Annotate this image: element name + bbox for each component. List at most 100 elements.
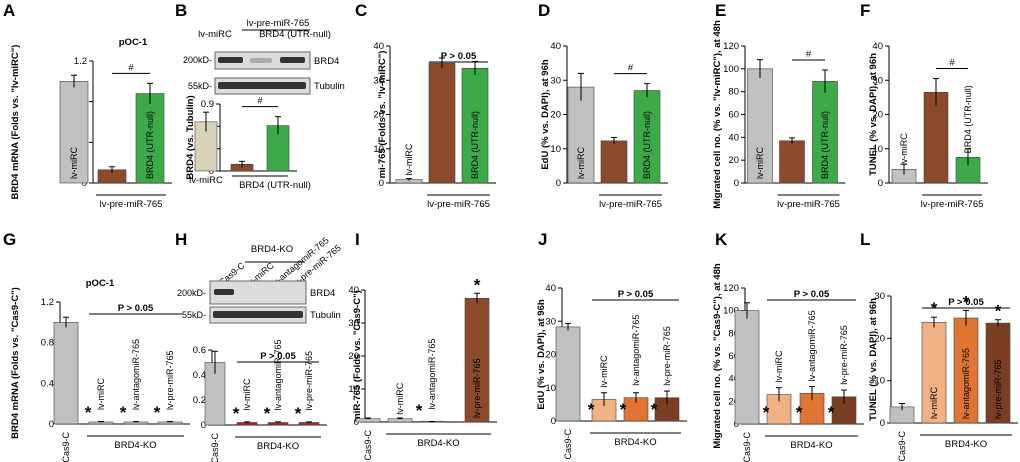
y-tick-label: 20 <box>728 155 739 166</box>
stats-text: P > 0.05 <box>794 289 830 300</box>
y-tick-label: 0 <box>209 166 214 177</box>
significance-star: * <box>295 404 302 423</box>
bar-label: lv-miRC <box>929 387 939 419</box>
sig-label: # <box>949 58 955 69</box>
y-axis-title: BRD4 mRNA (Folds vs. "Cas9-C") <box>10 287 21 439</box>
bar-Cas9-C <box>555 326 581 422</box>
bar-label: lv-antagomiR-765 <box>427 339 437 410</box>
blot-marker: 200kD- <box>177 288 206 298</box>
y-axis-title: TUNEL (% vs. DAPI), at 96h <box>868 298 879 421</box>
group-label: lv-pre-miR-765 <box>777 199 840 210</box>
bar-label: lv-miRC <box>755 147 765 179</box>
bar-label: lv-pre-miR-765 <box>472 358 482 418</box>
x-label: BRD4 (UTR-null) <box>239 180 311 191</box>
blot-band <box>250 58 272 63</box>
y-tick-label: 0 <box>82 178 87 189</box>
y-tick-label: 0.6 <box>193 345 206 356</box>
significance-star: * <box>651 400 658 419</box>
bar-Cas9-C <box>734 310 760 425</box>
bar-lv-miRC <box>59 81 89 184</box>
y-axis-title: EdU (% vs. DAPI), at 96h <box>540 59 551 170</box>
bar-label: lv-pre-miR-765 <box>662 326 672 386</box>
panel-D: D 0 10 20 30 40 EdU (% vs. DAPI), at 96h lv-miR… <box>538 1 668 210</box>
bar-Cas9-C <box>53 322 79 425</box>
sig-label: # <box>628 63 634 74</box>
bar-label: lv-antagomiR-765 <box>631 315 641 386</box>
bar-label: lv-miRC <box>69 147 79 179</box>
y-axis-title: miR-765 (Folds vs. "Cas9-C") <box>352 290 363 422</box>
significance-star: * <box>588 400 595 419</box>
panel-label-C: C <box>355 1 367 20</box>
group-label: lv-pre-miR-765 <box>921 199 984 210</box>
x-label-cas9: Cas9-C <box>742 432 752 462</box>
y-tick-label: 40 <box>545 283 556 294</box>
bar-label: lv-miRC <box>96 377 106 409</box>
bar-label: lv-miRC <box>395 382 405 414</box>
y-tick-label: 0 <box>880 418 885 429</box>
panel-label-A: A <box>3 1 15 20</box>
bar-label: lv-pre-miR-765 <box>165 350 175 410</box>
y-tick-label: 0.2 <box>193 395 206 406</box>
panel-label-D: D <box>538 1 550 20</box>
x-label: lv-miRC <box>189 175 223 186</box>
y-tick-label: 40 <box>728 374 739 385</box>
significance-star: * <box>963 292 970 311</box>
x-label-cas9: Cas9-C <box>897 431 907 462</box>
blot-group-title: BRD4-KO <box>251 244 293 255</box>
bar-BRD4 (UTR-null) <box>633 90 661 184</box>
y-tick-label: 30 <box>550 75 561 86</box>
panel-H: H00.20.40.6* * *lv-miRC lv-antagomiR-765 lv-… <box>175 230 327 462</box>
y-tick-label: 0 <box>354 417 359 428</box>
bar-lv-miRC <box>747 68 773 184</box>
significance-star: * <box>233 404 240 423</box>
bar-label: BRD4 (UTR-null) <box>963 85 973 153</box>
y-tick-label: 120 <box>723 41 739 52</box>
group-label: lv-pre-miR-765 <box>100 199 163 210</box>
blot-marker: 55kD- <box>182 310 206 320</box>
bar-label: lv-pre-miR-765 <box>839 325 849 385</box>
y-tick-label: 20 <box>545 350 556 361</box>
panel-label-E: E <box>715 1 726 20</box>
y-axis-title: Migrated cell no. (% vs. "lv-miRC"), at … <box>712 20 723 209</box>
y-tick-label: 30 <box>872 75 883 86</box>
blot-band <box>213 311 303 318</box>
y-axis-title: EdU (% vs. DAPI), at 96h <box>536 299 547 410</box>
y-tick-label: 20 <box>872 110 883 121</box>
significance-star: * <box>85 403 92 422</box>
bar-label: lv-pre-miR-765 <box>993 359 1003 419</box>
y-tick-label: 30 <box>373 75 384 86</box>
y-tick-label: 30 <box>348 318 359 329</box>
sig-label: # <box>806 49 812 60</box>
y-tick-label: 10 <box>348 384 359 395</box>
bar-lv-pre-miR-765 <box>464 297 490 423</box>
y-tick-label: 40 <box>872 41 883 52</box>
bar-label: BRD4 (UTR-null) <box>820 111 830 179</box>
bar-label: lv-antagomiR-765 <box>961 348 971 419</box>
bar-lv-antagomiR-765 <box>953 317 979 424</box>
x-label-cas9: Cas9-C <box>563 429 573 460</box>
significance-star: * <box>264 404 271 423</box>
bar-label: lv-antagomiR-765 <box>273 339 283 410</box>
panel-label-F: F <box>860 1 870 20</box>
stats-text: P > 0.05 <box>441 51 477 62</box>
y-tick-label: 100 <box>723 306 739 317</box>
panel-label-L: L <box>860 230 870 249</box>
stats-text: P > 0.05 <box>260 351 296 362</box>
bar-label: lv-pre-miR-765 <box>304 351 314 411</box>
group-label: BRD4-KO <box>257 441 299 452</box>
y-tick-label: 120 <box>723 283 739 294</box>
group-label: lv-pre-miR-765 <box>599 199 662 210</box>
significance-star: * <box>931 299 938 318</box>
x-label-cas9: Cas9-C <box>363 430 373 461</box>
sig-label: # <box>128 62 134 73</box>
bar-label: lv-miRC <box>242 378 252 410</box>
y-tick-label: 0.9 <box>201 99 214 110</box>
